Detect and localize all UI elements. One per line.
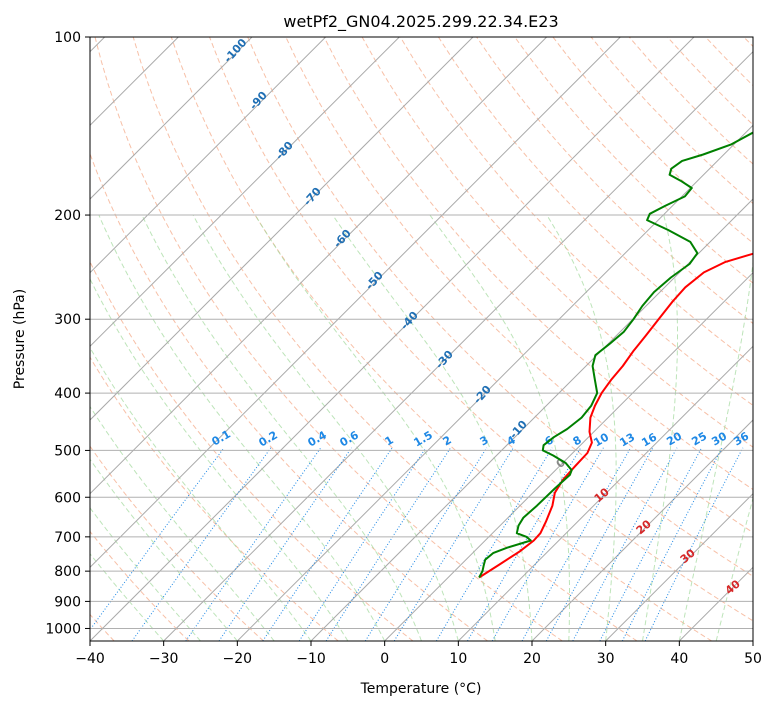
plot-area (90, 37, 753, 641)
x-tick-label: −20 (223, 651, 253, 667)
moist-adiabat-line (90, 346, 312, 641)
isotherm-line (90, 37, 253, 200)
y-tick-label: 200 (54, 208, 81, 224)
isotherm-line (90, 37, 548, 495)
plot-frame (89, 36, 754, 642)
mixing-ratio-line (521, 447, 632, 641)
x-tick-label: −30 (149, 651, 179, 667)
moist-adiabat-line (90, 507, 201, 641)
mixing-ratio-line (644, 447, 744, 641)
moist-adiabat-line (141, 214, 422, 641)
temperature-profile-line (478, 252, 753, 579)
x-tick-label: 30 (597, 651, 615, 667)
dewpoint-profile-line (478, 131, 753, 578)
mixing-ratio-line (467, 447, 582, 641)
dry-adiabat-line (323, 37, 753, 491)
y-axis-label: Pressure (hPa) (12, 289, 28, 389)
dry-adiabat-line (94, 37, 563, 641)
moist-adiabat-line (90, 552, 165, 641)
y-tick-label: 400 (54, 386, 81, 402)
isotherm-line (90, 37, 695, 641)
mixing-ratio-line (218, 447, 353, 641)
isotherm-line (163, 50, 753, 641)
isotherm-line (605, 492, 753, 641)
dry-adiabat-line (170, 37, 712, 641)
moist-adiabat-line (678, 258, 753, 641)
dry-adiabat-line (399, 37, 753, 407)
moist-adiabat-line (715, 496, 753, 641)
x-tick-label: 10 (449, 651, 467, 667)
isotherm-line (457, 345, 753, 641)
isotherm-line (310, 198, 753, 641)
y-tick-label: 900 (54, 594, 81, 610)
isotherm-line (236, 124, 753, 641)
isotherm-line (531, 419, 753, 641)
chart-title: wetPf2_GN04.2025.299.22.34.E23 (283, 12, 558, 32)
moist-adiabat-line (98, 214, 386, 641)
isotherm-line (90, 37, 327, 274)
x-axis: −40 −30 −20 −10 0 10 20 30 40 50 (75, 641, 762, 667)
isotherm-line (90, 37, 621, 569)
background-lines (90, 37, 753, 641)
mixing-ratio-line (393, 447, 514, 641)
dry-adiabat-line (514, 37, 753, 284)
dry-adiabat-line (247, 37, 753, 577)
mixing-ratio-line (599, 447, 703, 641)
mixing-ratio-line (325, 447, 452, 641)
moist-adiabat-line (90, 458, 238, 641)
isotherm-line (90, 37, 400, 348)
x-tick-label: −10 (296, 651, 326, 667)
dry-adiabat-line (90, 530, 190, 641)
x-tick-label: 40 (670, 651, 688, 667)
isotherm-line (384, 271, 753, 641)
x-tick-label: 50 (744, 651, 762, 667)
dry-adiabat-line (90, 356, 339, 641)
dry-adiabat-line (90, 445, 264, 641)
y-tick-label: 500 (54, 443, 81, 459)
sounding-profiles (478, 131, 753, 579)
y-tick-label: 800 (54, 564, 81, 580)
moist-adiabat-line (642, 214, 678, 641)
dry-adiabat-line (437, 37, 753, 365)
mixing-ratio-line (298, 447, 427, 641)
x-axis-label: Temperature (°C) (360, 681, 482, 697)
y-tick-label: 600 (54, 490, 81, 506)
y-tick-label: 1000 (45, 621, 81, 637)
mixing-ratio-line (364, 447, 488, 641)
mixing-ratio-line (131, 447, 272, 641)
dry-adiabat-line (132, 37, 638, 641)
mixing-ratio-line (435, 447, 553, 641)
dry-adiabat-line (90, 152, 488, 641)
y-axis: 1000 900 800 700 600 500 400 300 200 100 (45, 30, 90, 637)
moist-adiabat-line (546, 214, 617, 641)
moist-adiabat-line (90, 277, 349, 641)
mixing-ratio-line (491, 447, 604, 641)
y-tick-label: 300 (54, 312, 81, 328)
x-tick-label: 20 (523, 651, 541, 667)
y-tick-label: 100 (54, 30, 81, 46)
isotherm-line (90, 37, 474, 421)
x-tick-label: 0 (380, 651, 389, 667)
y-tick-label: 700 (54, 530, 81, 546)
moist-adiabat-line (192, 214, 459, 641)
x-tick-label: −40 (75, 651, 105, 667)
moist-adiabat-line (254, 214, 496, 641)
